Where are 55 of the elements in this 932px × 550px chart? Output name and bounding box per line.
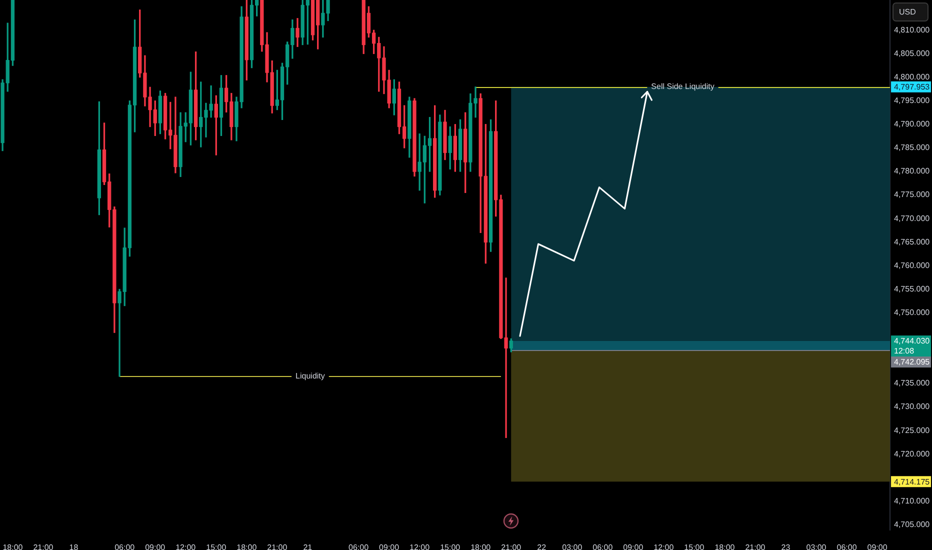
- band-label: 4,714.175: [894, 477, 930, 486]
- band-label: 4,742.095: [894, 358, 930, 367]
- x-tick-label: 09:00: [145, 543, 166, 550]
- x-tick-label: 12:00: [654, 543, 674, 550]
- x-tick-label: 18:00: [714, 543, 736, 550]
- x-tick-label: 21: [303, 543, 313, 550]
- x-tick-label: 12:00: [176, 543, 196, 550]
- x-tick-label: 15:00: [684, 543, 705, 550]
- x-tick-label: 06:00: [836, 543, 858, 550]
- y-tick-label: 4,790.000: [894, 120, 930, 129]
- text: 4,744.030: [894, 336, 930, 346]
- y-axis-title: USD: [899, 8, 916, 17]
- y-tick-label: 4,785.000: [894, 143, 930, 152]
- y-tick-label: 4,770.000: [894, 214, 930, 223]
- ref-line-label: Liquidity: [296, 372, 325, 381]
- y-tick-label: 4,705.000: [894, 520, 930, 530]
- y-tick-label: 4,735.000: [894, 378, 930, 388]
- y-tick-label: 4,720.000: [894, 449, 930, 458]
- x-tick-label: 18: [69, 543, 79, 550]
- y-tick-label: 4,725.000: [894, 426, 930, 435]
- x-tick-label: 21:00: [267, 543, 288, 550]
- x-tick-label: 09:00: [379, 543, 400, 550]
- x-tick-label: 12:00: [410, 543, 430, 550]
- y-tick-label: 4,750.000: [894, 308, 930, 318]
- y-tick-label: 4,795.000: [894, 96, 930, 106]
- x-tick-label: 15:00: [206, 543, 227, 550]
- ref-line-label: Sell Side Liquidity: [651, 82, 714, 92]
- band-label: 4,797.953: [894, 82, 930, 92]
- y-tick-label: 4,775.000: [894, 190, 930, 200]
- x-tick-label: 03:00: [562, 543, 583, 550]
- x-tick-label: 21:00: [745, 543, 766, 550]
- x-tick-label: 21:00: [501, 543, 522, 550]
- y-tick-label: 4,755.000: [894, 284, 930, 294]
- x-tick-label: 06:00: [114, 543, 136, 550]
- x-tick-label: 06:00: [592, 543, 614, 550]
- x-tick-label: 09:00: [867, 543, 888, 550]
- x-tick-label: 18:00: [470, 543, 492, 550]
- x-tick-label: 03:00: [806, 543, 827, 550]
- y-tick-label: 4,730.000: [894, 402, 930, 412]
- x-tick-label: 15:00: [440, 543, 461, 550]
- y-tick-label: 4,765.000: [894, 237, 930, 246]
- y-tick-label: 4,760.000: [894, 260, 930, 270]
- y-tick-label: 4,800.000: [894, 72, 930, 82]
- x-tick-label: 09:00: [623, 543, 644, 550]
- y-tick-label: 4,780.000: [894, 166, 930, 176]
- x-tick-label: 22: [537, 543, 547, 550]
- text: 12:08: [894, 346, 915, 356]
- y-tick-label: 4,810.000: [894, 25, 930, 34]
- x-tick-label: 18:00: [236, 543, 258, 550]
- x-tick-label: 18:00: [2, 543, 24, 550]
- y-tick-label: 4,710.000: [894, 496, 930, 506]
- x-tick-label: 06:00: [348, 543, 370, 550]
- x-tick-label: 23: [781, 543, 791, 550]
- x-tick-label: 21:00: [33, 543, 54, 550]
- y-tick-label: 4,805.000: [894, 48, 930, 58]
